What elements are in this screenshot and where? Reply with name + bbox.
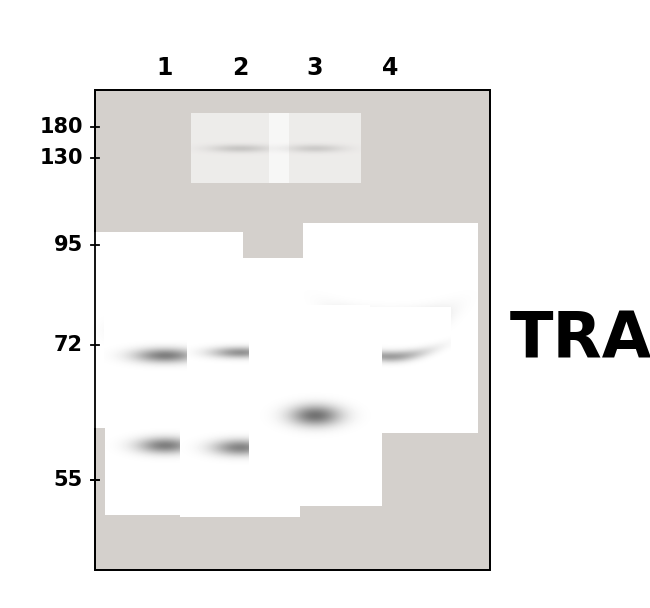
Text: 4: 4 bbox=[382, 56, 398, 80]
Text: TRAF3: TRAF3 bbox=[510, 309, 650, 371]
Text: 3: 3 bbox=[307, 56, 323, 80]
Text: 55: 55 bbox=[54, 470, 83, 490]
Text: 1: 1 bbox=[157, 56, 173, 80]
Text: 2: 2 bbox=[232, 56, 248, 80]
FancyBboxPatch shape bbox=[95, 90, 490, 570]
Text: 180: 180 bbox=[40, 117, 83, 137]
Text: 95: 95 bbox=[54, 235, 83, 255]
Text: 72: 72 bbox=[54, 335, 83, 355]
Text: 130: 130 bbox=[40, 148, 83, 168]
